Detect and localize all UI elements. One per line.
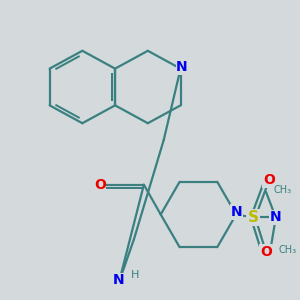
Text: N: N	[270, 211, 282, 224]
Text: O: O	[263, 173, 275, 188]
Text: S: S	[248, 210, 259, 225]
Text: O: O	[94, 178, 106, 192]
Text: N: N	[113, 274, 125, 287]
Text: N: N	[230, 205, 242, 219]
Text: CH₃: CH₃	[278, 244, 296, 255]
Text: O: O	[260, 245, 272, 259]
Text: H: H	[131, 269, 140, 280]
Text: N: N	[176, 60, 188, 74]
Text: CH₃: CH₃	[273, 185, 292, 195]
